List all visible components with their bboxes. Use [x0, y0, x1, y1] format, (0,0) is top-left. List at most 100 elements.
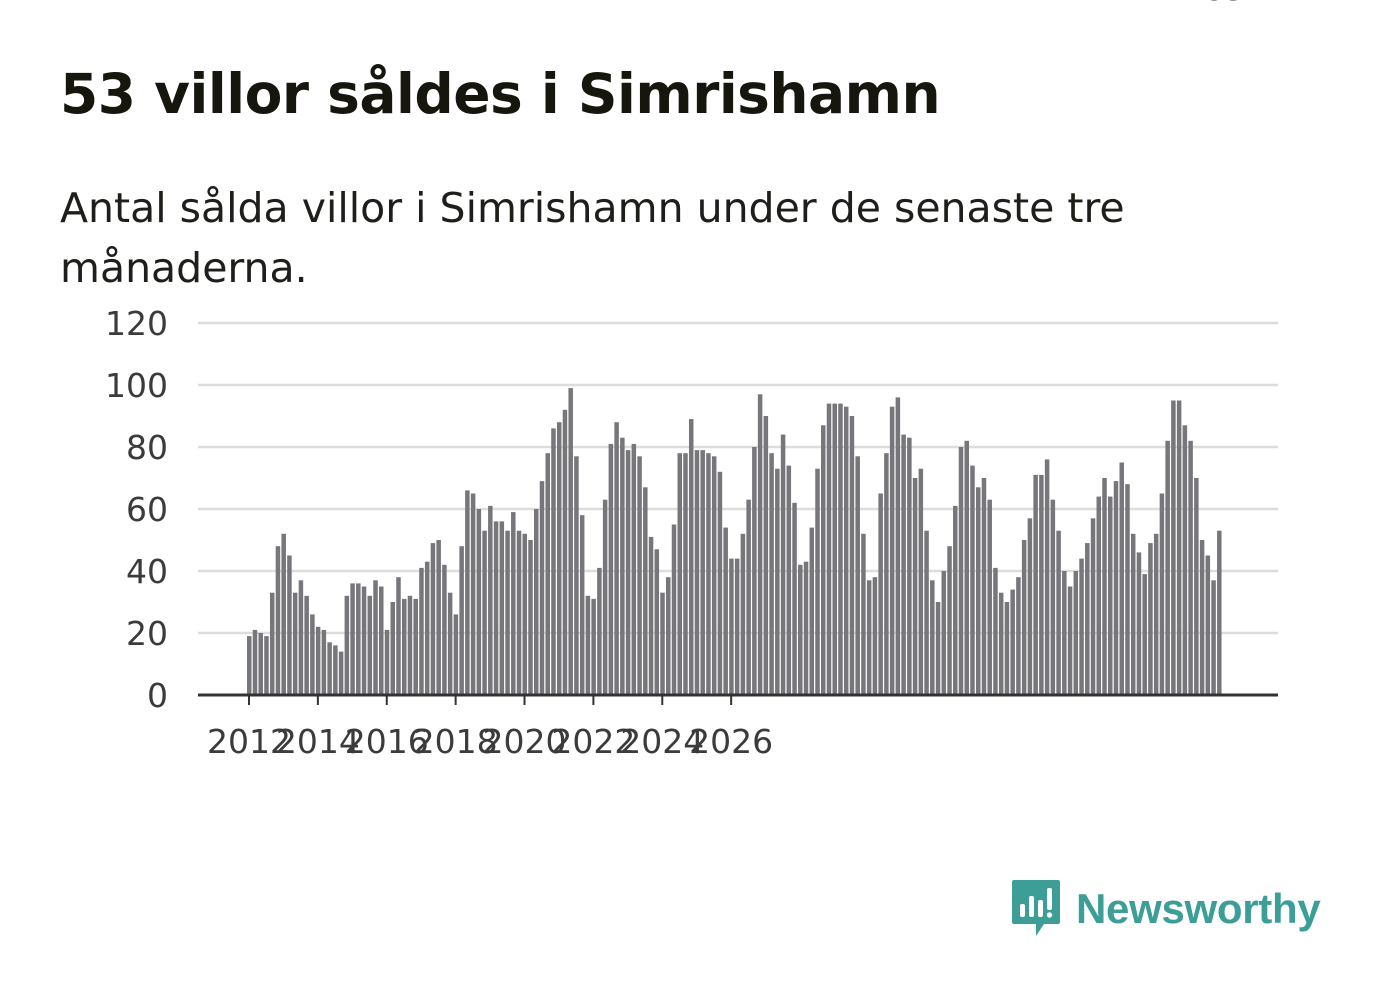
bar [281, 533, 286, 695]
bar [327, 642, 332, 695]
bar [809, 527, 815, 695]
bar [1056, 530, 1061, 695]
bar [625, 450, 631, 695]
bar [935, 602, 941, 695]
bar [872, 577, 878, 695]
bar [522, 533, 528, 695]
bar [941, 571, 947, 695]
bar [700, 450, 705, 695]
bar [648, 536, 654, 695]
bar [706, 453, 711, 695]
bar [1159, 493, 1165, 695]
bar [1182, 425, 1188, 695]
bar [723, 527, 728, 695]
bar [476, 509, 482, 695]
bar [798, 564, 803, 695]
bar [396, 577, 401, 695]
bar [1044, 459, 1050, 695]
bar [298, 580, 304, 695]
bar [1004, 602, 1010, 695]
bar [247, 636, 252, 695]
bar [855, 456, 860, 695]
bar [430, 543, 436, 695]
bar [585, 595, 591, 695]
x-tick-label: 2014 [276, 722, 360, 761]
bar [304, 595, 309, 695]
bar [545, 453, 550, 695]
bar [912, 478, 918, 695]
bar [488, 505, 493, 695]
bar [556, 422, 562, 695]
bar [516, 530, 522, 695]
y-axis-ticks: 0 20 40 60 80 100 120 [105, 304, 168, 715]
bar [602, 499, 608, 695]
bar [597, 567, 602, 695]
bar [373, 580, 378, 695]
bar [1016, 577, 1021, 695]
y-tick-label: 60 [126, 490, 168, 529]
bar [930, 580, 935, 695]
bar [631, 443, 637, 695]
bar [1085, 543, 1090, 695]
bar [258, 633, 263, 695]
bar [447, 592, 453, 695]
bar [436, 540, 441, 695]
bar [453, 614, 459, 695]
bar [1165, 440, 1170, 695]
bar [786, 465, 792, 695]
bar [1073, 571, 1079, 695]
bar [683, 453, 688, 695]
bar [1199, 540, 1205, 695]
bar [884, 453, 889, 695]
bar [849, 416, 855, 695]
bar [677, 453, 682, 695]
bar [757, 394, 763, 695]
bar [511, 512, 516, 695]
x-tick-label: 2022 [551, 722, 635, 761]
bar [390, 602, 395, 695]
x-tick-label: 2020 [483, 722, 567, 761]
bar [998, 592, 1004, 695]
bar [591, 598, 596, 695]
bar [419, 567, 424, 695]
bar [1130, 533, 1136, 695]
bar [1033, 474, 1038, 695]
bar [780, 434, 786, 695]
bar [608, 443, 614, 695]
bar [924, 530, 929, 695]
bar [551, 428, 556, 695]
bar [1096, 496, 1102, 695]
bar [1194, 478, 1199, 695]
bar [539, 481, 545, 695]
bar [321, 629, 327, 695]
bar [660, 592, 665, 695]
bar [528, 540, 533, 695]
bar [413, 598, 418, 695]
bar [895, 397, 901, 695]
bar [562, 409, 568, 695]
bar [821, 425, 826, 695]
bar [843, 406, 849, 695]
bar [861, 533, 866, 695]
bar [1217, 530, 1222, 695]
bar [1108, 496, 1113, 695]
chart-subtitle: Antal sålda villor i Simrishamn under de… [60, 184, 1125, 292]
bar [1142, 574, 1147, 695]
bar [459, 546, 464, 695]
bar [310, 614, 315, 695]
bar [826, 403, 832, 695]
bar [901, 434, 906, 695]
x-tick-label: 2012 [207, 722, 291, 761]
bar [269, 592, 275, 695]
bar [1062, 571, 1067, 695]
bar [981, 478, 987, 695]
bar [1102, 478, 1107, 695]
y-tick-label: 0 [147, 676, 168, 715]
bar [1153, 533, 1159, 695]
bar [252, 629, 258, 695]
bar [717, 471, 723, 695]
bar [367, 595, 373, 695]
bar [1125, 484, 1130, 695]
